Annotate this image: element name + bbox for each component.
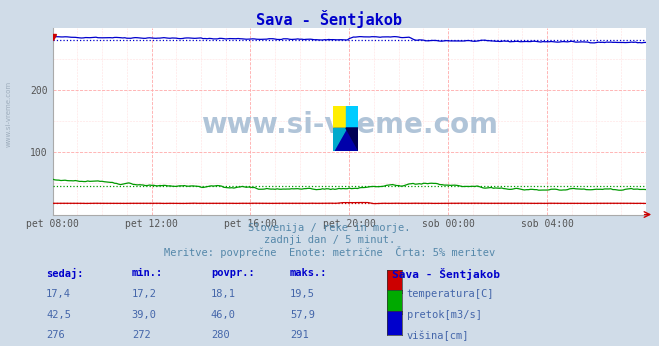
Text: 17,2: 17,2 <box>132 289 157 299</box>
Bar <box>346 106 358 128</box>
Text: sedaj:: sedaj: <box>46 268 84 279</box>
Polygon shape <box>333 128 358 151</box>
Text: 46,0: 46,0 <box>211 310 236 320</box>
Text: min.:: min.: <box>132 268 163 278</box>
Text: Meritve: povprečne  Enote: metrične  Črta: 5% meritev: Meritve: povprečne Enote: metrične Črta:… <box>164 246 495 258</box>
Text: povpr.:: povpr.: <box>211 268 254 278</box>
Polygon shape <box>333 128 346 151</box>
Text: 19,5: 19,5 <box>290 289 315 299</box>
Text: Sava - Šentjakob: Sava - Šentjakob <box>392 268 500 280</box>
Text: temperatura[C]: temperatura[C] <box>407 289 494 299</box>
Text: 17,4: 17,4 <box>46 289 71 299</box>
Text: zadnji dan / 5 minut.: zadnji dan / 5 minut. <box>264 235 395 245</box>
Text: maks.:: maks.: <box>290 268 328 278</box>
Text: 272: 272 <box>132 330 150 340</box>
Text: višina[cm]: višina[cm] <box>407 330 469 341</box>
Text: 18,1: 18,1 <box>211 289 236 299</box>
Text: 42,5: 42,5 <box>46 310 71 320</box>
Text: 276: 276 <box>46 330 65 340</box>
Text: 39,0: 39,0 <box>132 310 157 320</box>
Text: 291: 291 <box>290 330 308 340</box>
Text: www.si-vreme.com: www.si-vreme.com <box>5 81 12 147</box>
Text: Slovenija / reke in morje.: Slovenija / reke in morje. <box>248 223 411 233</box>
Text: 57,9: 57,9 <box>290 310 315 320</box>
Polygon shape <box>346 128 358 151</box>
Text: 280: 280 <box>211 330 229 340</box>
Bar <box>333 106 346 128</box>
Text: www.si-vreme.com: www.si-vreme.com <box>201 111 498 139</box>
Text: Sava - Šentjakob: Sava - Šentjakob <box>256 10 403 28</box>
Text: pretok[m3/s]: pretok[m3/s] <box>407 310 482 320</box>
